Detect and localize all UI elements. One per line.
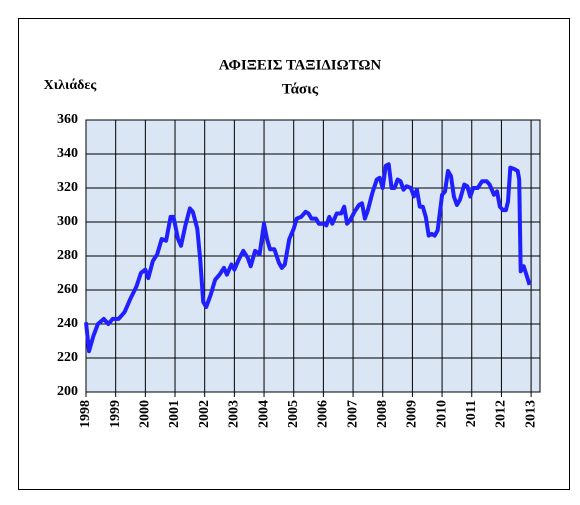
line [84, 162, 532, 354]
x-tick-label: 2008 [375, 400, 390, 428]
y-tick-label: 280 [57, 248, 78, 263]
x-tick-label: 2000 [138, 400, 153, 428]
x-tick-label: 2005 [286, 400, 301, 428]
y-tick-label: 360 [57, 112, 78, 127]
x-tick-label: 2012 [494, 400, 509, 428]
x-tick-label: 1999 [108, 400, 123, 428]
y-tick-label: 300 [57, 214, 78, 229]
y-tick-label: 340 [57, 146, 78, 161]
x-tick-label: 2013 [523, 400, 538, 428]
y-tick-label: 320 [57, 180, 78, 195]
x-tick-label: 1998 [78, 400, 93, 428]
x-tick-label: 2006 [316, 400, 331, 428]
y-tick-label: 240 [57, 316, 78, 331]
x-tick-label: 2004 [256, 400, 271, 428]
x-tick-label: 2009 [405, 400, 420, 428]
x-tick-label: 2001 [167, 400, 182, 428]
chart-subtitle: Τάσις [282, 81, 319, 97]
chart-title: ΑΦΙΞΕΙΣ ΤΑΞΙΔΙΩΤΩΝ [219, 57, 382, 73]
x-tick-label: 2007 [345, 400, 360, 428]
x-tick-label: 2003 [227, 400, 242, 428]
plot-frame [85, 119, 541, 393]
y-tick-label: 200 [57, 384, 78, 399]
y-tick-label: 220 [57, 350, 78, 365]
y-tick-label: 260 [57, 282, 78, 297]
x-tick-label: 2002 [197, 400, 212, 428]
y-axis-label: Χιλιάδες [44, 78, 98, 93]
x-tick-label: 2011 [464, 400, 479, 427]
x-tick-label: 2010 [434, 400, 449, 428]
